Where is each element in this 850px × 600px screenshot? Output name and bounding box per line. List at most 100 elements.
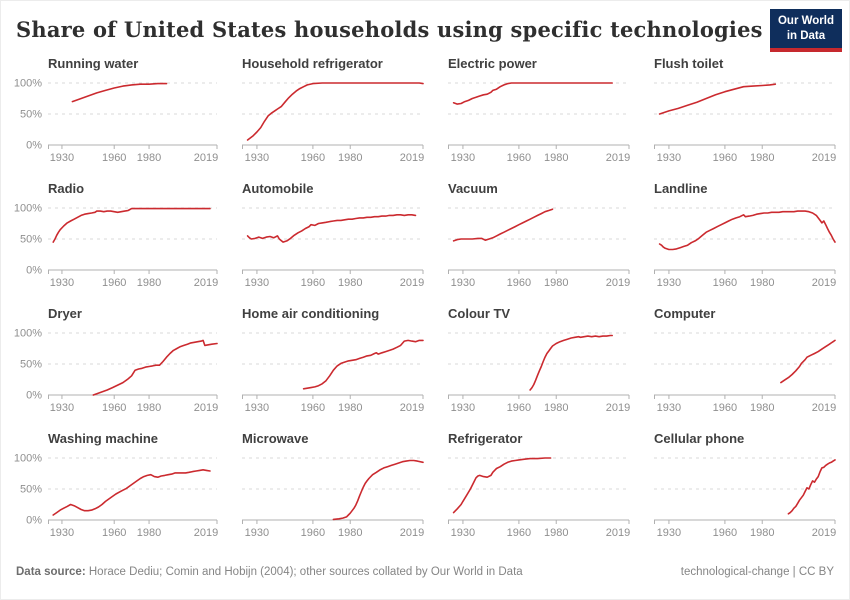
x-tick-label: 1960 [507, 277, 531, 289]
x-tick-label: 2019 [812, 402, 836, 414]
data-line [658, 210, 836, 251]
facet-vacuum: Vacuum 1930 1960 1980 2019 [426, 181, 632, 306]
x-tick-label: 1980 [544, 402, 568, 414]
data-line [52, 468, 211, 516]
facet-title: Colour TV [448, 306, 511, 321]
facet-cellular-phone: Cellular phone 1930 1960 1980 2019 [632, 431, 838, 556]
facet-chart: 1930 1960 1980 2019 [654, 82, 836, 164]
x-tick-label: 1960 [713, 527, 737, 539]
facet-title: Radio [48, 181, 85, 196]
x-tick-label: 2019 [606, 527, 630, 539]
data-line [71, 82, 168, 103]
data-line [246, 82, 424, 141]
facet-title: Flush toilet [654, 56, 724, 71]
x-tick-label: 2019 [194, 277, 218, 289]
facet-chart: 1930 1960 1980 2019 [654, 457, 836, 539]
data-line [780, 339, 836, 384]
x-tick-label: 1930 [50, 277, 74, 289]
x-tick-label: 1960 [507, 152, 531, 164]
data-line [452, 208, 554, 242]
data-line [302, 339, 424, 390]
x-tick-label: 1960 [102, 527, 126, 539]
x-tick-label: 2019 [400, 277, 424, 289]
charts-grid: Running water 100% 50% 0% 1930 1960 1980 2019 Ho… [14, 56, 836, 556]
x-tick-label: 1980 [544, 527, 568, 539]
facet-computer: Computer 1930 1960 1980 2019 [632, 306, 838, 431]
facet-chart: 1930 1960 1980 2019 [654, 207, 836, 289]
x-tick-label: 2019 [606, 277, 630, 289]
facet-washing-machine: Washing machine 100% 50% 0% 1930 1960 1980 2019 [14, 431, 220, 556]
x-tick-label: 1930 [245, 527, 269, 539]
x-tick-label: 1930 [245, 277, 269, 289]
y-tick-label: 100% [14, 203, 42, 215]
facet-title: Landline [654, 181, 708, 196]
x-tick-label: 1960 [507, 527, 531, 539]
data-line [92, 339, 218, 396]
y-tick-label: 50% [20, 234, 42, 246]
x-tick-label: 1930 [50, 527, 74, 539]
x-tick-label: 1980 [338, 152, 362, 164]
y-tick-label: 0% [26, 265, 42, 277]
x-tick-label: 1980 [137, 152, 161, 164]
facet-microwave: Microwave 1930 1960 1980 2019 [220, 431, 426, 556]
x-tick-label: 2019 [606, 152, 630, 164]
x-tick-label: 1960 [102, 277, 126, 289]
facet-home-air-conditioning: Home air conditioning 1930 1960 1980 2019 [220, 306, 426, 431]
x-tick-label: 1980 [137, 527, 161, 539]
x-tick-label: 1980 [544, 277, 568, 289]
data-source-note: Data source: Horace Dediu; Comin and Hob… [16, 566, 523, 578]
x-tick-label: 1980 [137, 277, 161, 289]
x-tick-label: 2019 [194, 152, 218, 164]
facet-chart: 1930 1960 1980 2019 [448, 82, 630, 164]
facet-chart: 1930 1960 1980 2019 [448, 457, 630, 539]
data-line [246, 214, 417, 243]
facet-chart: 100% 50% 0% 1930 1960 1980 2019 [14, 78, 218, 165]
x-tick-label: 1980 [338, 277, 362, 289]
facet-title: Dryer [48, 306, 82, 321]
x-tick-label: 2019 [812, 527, 836, 539]
x-tick-label: 1930 [657, 402, 681, 414]
x-tick-label: 2019 [400, 152, 424, 164]
x-tick-label: 1930 [451, 277, 475, 289]
y-tick-label: 50% [20, 109, 42, 121]
x-tick-label: 1930 [451, 527, 475, 539]
facet-title: Running water [48, 56, 139, 71]
y-tick-label: 50% [20, 359, 42, 371]
facet-running-water: Running water 100% 50% 0% 1930 1960 1980 2019 [14, 56, 220, 181]
facet-title: Household refrigerator [242, 56, 383, 71]
facet-chart: 100% 50% 0% 1930 1960 1980 2019 [14, 453, 218, 540]
facet-title: Microwave [242, 431, 309, 446]
x-tick-label: 2019 [812, 277, 836, 289]
x-tick-label: 1930 [451, 152, 475, 164]
x-tick-label: 1960 [301, 527, 325, 539]
x-tick-label: 1960 [713, 152, 737, 164]
facet-chart: 100% 50% 0% 1930 1960 1980 2019 [14, 328, 218, 415]
y-tick-label: 0% [26, 515, 42, 527]
owid-logo-line2: in Data [786, 29, 826, 42]
page-title: Share of United States households using … [16, 17, 763, 42]
facet-chart: 1930 1960 1980 2019 [242, 457, 424, 539]
x-tick-label: 1930 [50, 152, 74, 164]
facet-title: Computer [654, 306, 716, 321]
x-tick-label: 1960 [713, 402, 737, 414]
data-line [658, 83, 777, 115]
x-tick-label: 1980 [750, 152, 774, 164]
facet-title: Washing machine [48, 431, 159, 446]
facet-title: Vacuum [448, 181, 498, 196]
data-source-text: Horace Dediu; Comin and Hobijn (2004); o… [85, 566, 523, 578]
data-line [452, 457, 552, 514]
x-tick-label: 1980 [338, 527, 362, 539]
x-tick-label: 1930 [657, 527, 681, 539]
facet-refrigerator: Refrigerator 1930 1960 1980 2019 [426, 431, 632, 556]
facet-title: Refrigerator [448, 431, 523, 446]
data-source-label: Data source: [16, 566, 86, 578]
facet-chart: 1930 1960 1980 2019 [242, 332, 424, 414]
x-tick-label: 2019 [194, 402, 218, 414]
owid-logo: Our World in Data [769, 9, 842, 52]
x-tick-label: 1960 [301, 152, 325, 164]
y-tick-label: 0% [26, 140, 42, 152]
x-tick-label: 2019 [400, 402, 424, 414]
x-tick-label: 1930 [245, 152, 269, 164]
data-line [787, 459, 836, 515]
